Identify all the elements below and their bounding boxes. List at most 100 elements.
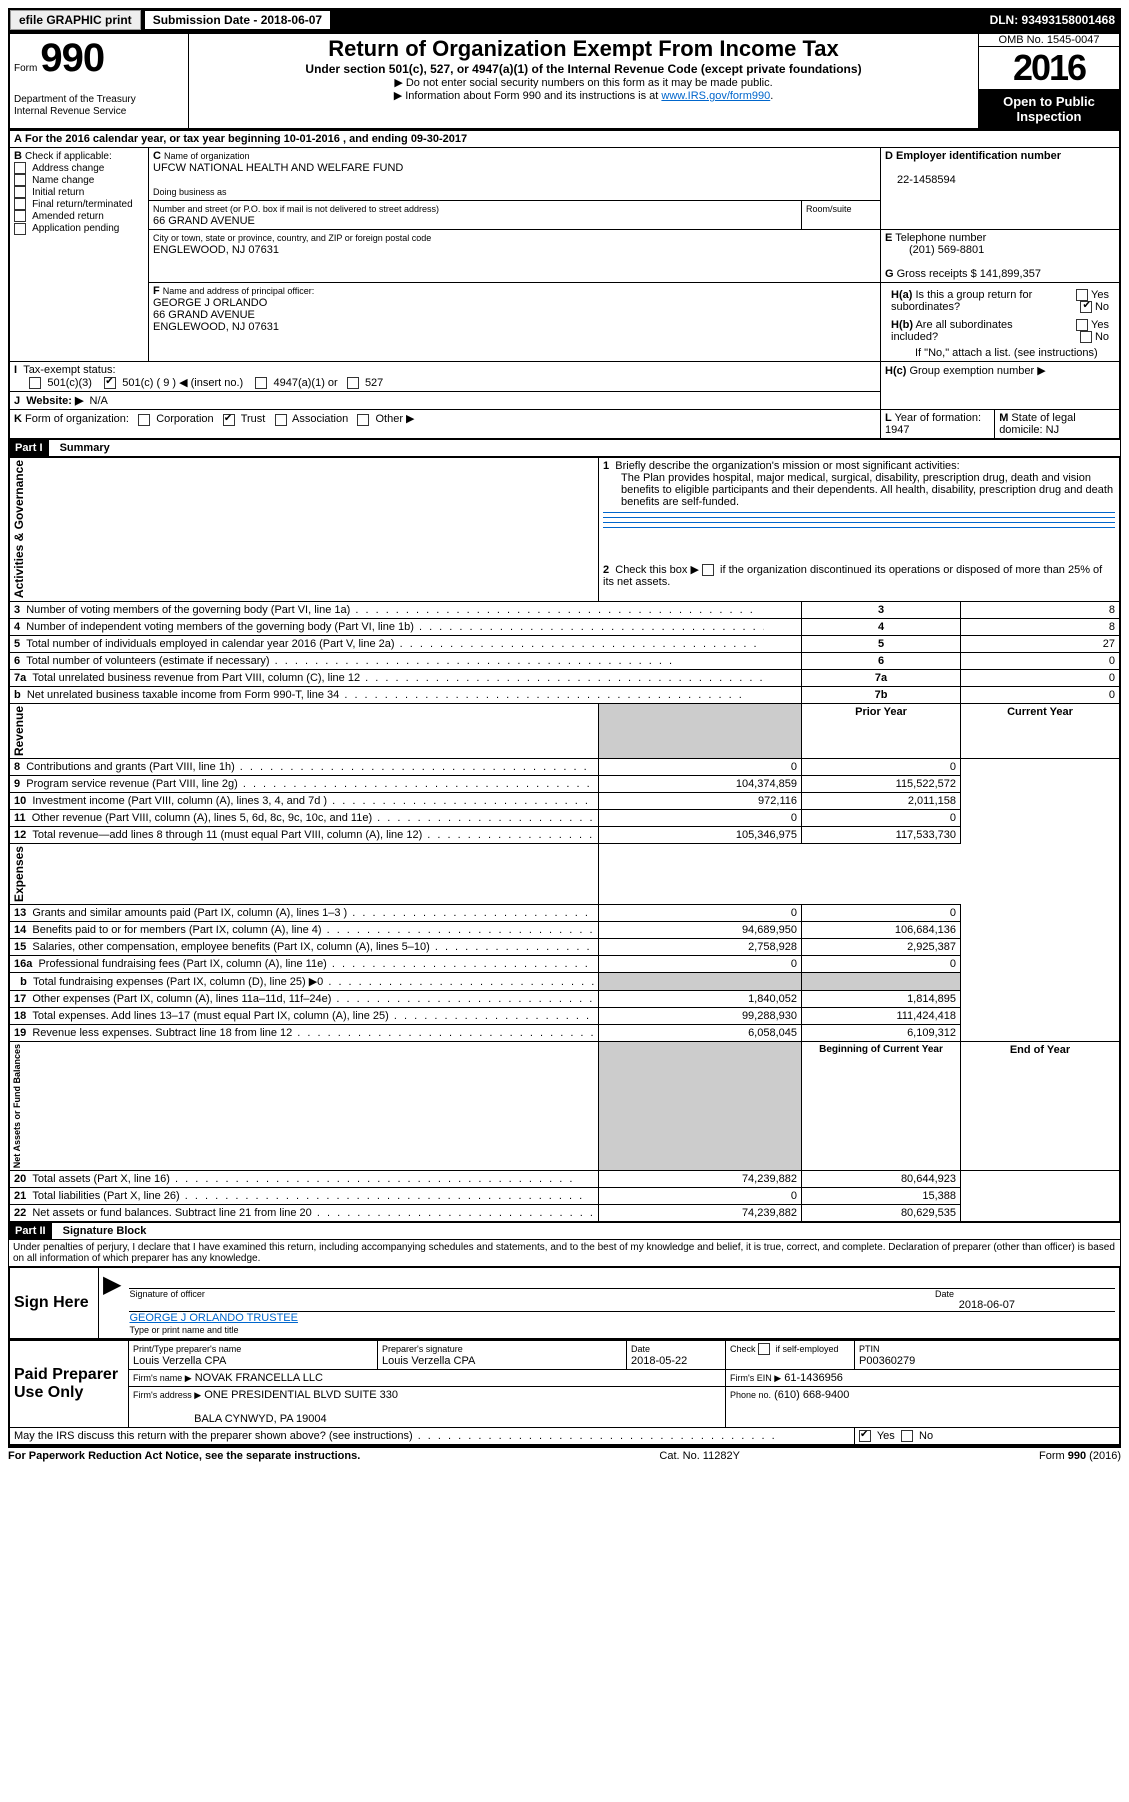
col-current: Current Year xyxy=(961,703,1121,758)
b-check[interactable] xyxy=(14,162,26,174)
side-rev: Revenue xyxy=(10,704,28,758)
website-value: N/A xyxy=(90,395,108,407)
k-assoc[interactable] xyxy=(275,414,287,426)
summary-row: 4 Number of independent voting members o… xyxy=(9,618,1120,635)
city-value: ENGLEWOOD, NJ 07631 xyxy=(153,244,279,256)
form-subtitle: Under section 501(c), 527, or 4947(a)(1)… xyxy=(193,62,974,76)
gross-receipts: 141,899,357 xyxy=(980,268,1041,280)
i-501c3[interactable] xyxy=(29,377,41,389)
dln: DLN: 93493158001468 xyxy=(990,13,1119,27)
i-501c[interactable] xyxy=(104,377,116,389)
discuss-no-txt: No xyxy=(919,1430,933,1442)
prep-date-label: Date xyxy=(631,1344,650,1354)
identity-section: A For the 2016 calendar year, or tax yea… xyxy=(8,130,1121,440)
part2-hdr: Part II xyxy=(9,1223,52,1239)
prep-check: Check if self-employed xyxy=(730,1344,839,1354)
expense-row: 17 Other expenses (Part IX, column (A), … xyxy=(9,990,1120,1007)
sig-officer-label: Signature of officer xyxy=(129,1289,935,1299)
section-f: F Name and address of principal officer:… xyxy=(149,283,881,362)
q1-text: The Plan provides hospital, major medica… xyxy=(603,472,1115,508)
efile-topbar: efile GRAPHIC print Submission Date - 20… xyxy=(8,8,1121,32)
k-opt1: Trust xyxy=(241,413,266,425)
sig-name-label: Type or print name and title xyxy=(129,1325,238,1335)
b-item: Final return/terminated xyxy=(32,199,133,210)
form-header: Form 990 Department of the Treasury Inte… xyxy=(8,32,1121,130)
q1-label: Briefly describe the organization's miss… xyxy=(615,460,959,472)
q2-check[interactable] xyxy=(702,564,714,576)
section-hc: H(c) Group exemption number ▶ xyxy=(881,362,1121,410)
officer-name: GEORGE J ORLANDO xyxy=(153,297,267,309)
k-opt2: Association xyxy=(292,413,348,425)
hb-no[interactable] xyxy=(1080,331,1092,343)
expense-row: 16a Professional fundraising fees (Part … xyxy=(9,955,1120,972)
prep-name: Louis Verzella CPA xyxy=(133,1355,226,1367)
e-label: Telephone number xyxy=(895,232,986,244)
col-prior: Prior Year xyxy=(802,703,961,758)
footer-left: For Paperwork Reduction Act Notice, see … xyxy=(8,1450,360,1462)
k-opt3: Other ▶ xyxy=(375,413,414,425)
col-end: End of Year xyxy=(961,1041,1121,1170)
summary-row: 5 Total number of individuals employed i… xyxy=(9,635,1120,652)
b-check[interactable] xyxy=(14,198,26,210)
irs-link[interactable]: www.IRS.gov/form990 xyxy=(661,90,770,102)
i-opt0: 501(c)(3) xyxy=(47,377,92,389)
discuss-text: May the IRS discuss this return with the… xyxy=(14,1430,774,1442)
discuss-yes[interactable] xyxy=(859,1430,871,1442)
q2-pre: Check this box ▶ xyxy=(615,564,699,576)
k-trust[interactable] xyxy=(223,414,235,426)
k-other[interactable] xyxy=(357,414,369,426)
yes-txt: Yes xyxy=(1091,289,1109,301)
l-val: 1947 xyxy=(885,424,909,436)
submission-date: Submission Date - 2018-06-07 xyxy=(145,11,330,29)
street-value: 66 GRAND AVENUE xyxy=(153,215,255,227)
firm-ein: 61-1436956 xyxy=(784,1372,843,1384)
sig-date-val: 2018-06-07 xyxy=(129,1299,1115,1311)
discuss-no[interactable] xyxy=(901,1430,913,1442)
j-label: Website: ▶ xyxy=(26,395,83,407)
b-check[interactable] xyxy=(14,174,26,186)
self-emp-check[interactable] xyxy=(758,1343,770,1355)
footer-mid: Cat. No. 11282Y xyxy=(659,1450,740,1462)
sig-name: GEORGE J ORLANDO TRUSTEE xyxy=(129,1312,298,1324)
k-corp[interactable] xyxy=(138,414,150,426)
discuss-row: May the IRS discuss this return with the… xyxy=(9,1427,855,1445)
expense-row: 15 Salaries, other compensation, employe… xyxy=(9,938,1120,955)
part1-hdr: Part I xyxy=(9,440,49,456)
irs: Internal Revenue Service xyxy=(14,106,126,117)
paid-preparer: Paid Preparer Use Only xyxy=(9,1340,129,1427)
b-check[interactable] xyxy=(14,186,26,198)
section-b: B Check if applicable: Address change Na… xyxy=(9,148,149,362)
note-info-post: . xyxy=(770,90,773,102)
m-val: NJ xyxy=(1046,424,1059,436)
revenue-row: 10 Investment income (Part VIII, column … xyxy=(9,792,1120,809)
sign-arrow-icon: ▶ xyxy=(103,1270,129,1336)
prep-date: 2018-05-22 xyxy=(631,1355,687,1367)
hc-label: Group exemption number ▶ xyxy=(909,365,1045,377)
b-check[interactable] xyxy=(14,223,26,235)
officer-addr1: 66 GRAND AVENUE xyxy=(153,309,255,321)
i-527[interactable] xyxy=(347,377,359,389)
expense-row: 18 Total expenses. Add lines 13–17 (must… xyxy=(9,1007,1120,1024)
section-c-city: City or town, state or province, country… xyxy=(149,230,881,283)
ein-value: 22-1458594 xyxy=(885,174,956,186)
prep-name-label: Print/Type preparer's name xyxy=(133,1344,241,1354)
sign-here-block: Sign Here ▶ Signature of officer Date 20… xyxy=(8,1267,1121,1340)
room-label: Room/suite xyxy=(806,204,852,214)
firm-ein-label: Firm's EIN ▶ xyxy=(730,1373,781,1383)
note-info-pre: Information about Form 990 and its instr… xyxy=(405,90,661,102)
l-label: Year of formation: xyxy=(895,412,981,424)
dba-label: Doing business as xyxy=(153,187,227,197)
firm-phone-label: Phone no. xyxy=(730,1390,771,1400)
section-e-g: E Telephone number (201) 569-8801 G Gros… xyxy=(881,230,1121,283)
row-a: A For the 2016 calendar year, or tax yea… xyxy=(9,131,1120,148)
paid-preparer-block: Paid Preparer Use Only Print/Type prepar… xyxy=(8,1340,1121,1446)
ha-no[interactable] xyxy=(1080,301,1092,313)
firm-addr1: ONE PRESIDENTIAL BLVD SUITE 330 xyxy=(204,1389,398,1401)
summary-row: 3 Number of voting members of the govern… xyxy=(9,601,1120,618)
b-check[interactable] xyxy=(14,210,26,222)
hb-yes[interactable] xyxy=(1076,319,1088,331)
efile-print-btn[interactable]: efile GRAPHIC print xyxy=(10,10,141,30)
side-exp: Expenses xyxy=(10,844,28,904)
i-4947[interactable] xyxy=(255,377,267,389)
a-end: 09-30-2017 xyxy=(411,133,467,145)
